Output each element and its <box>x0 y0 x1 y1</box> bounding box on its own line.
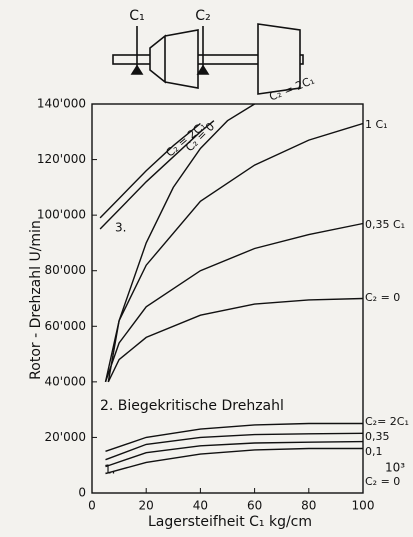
curve <box>105 432 364 461</box>
curve <box>105 422 363 452</box>
annotation: 10³ <box>385 461 405 475</box>
disk <box>257 23 301 95</box>
x-tick-label: 80 <box>301 499 316 513</box>
annotation: 2. Biegekritische Drehzahl <box>100 398 284 414</box>
y-axis-label: Rotor - Drehzahl U/min <box>28 220 44 380</box>
y-tick-label: 80'000 <box>45 263 86 277</box>
annotation: 1. <box>104 463 115 477</box>
curve-label: 0,35 <box>365 430 390 443</box>
curve <box>107 297 364 383</box>
y-tick-label: 40'000 <box>45 374 86 388</box>
x-tick-label: 0 <box>88 499 96 513</box>
y-tick-label: 0 <box>78 486 86 500</box>
curve-label: C₂ = 0 <box>365 291 400 304</box>
diagram-label: C₂ <box>195 8 210 24</box>
curve <box>105 440 364 468</box>
curve-label: C₂ = 0 <box>365 475 400 488</box>
shaft <box>112 54 304 65</box>
x-axis-label: Lagersteifheit C₁ kg/cm <box>148 514 312 530</box>
x-tick-label: 40 <box>193 499 208 513</box>
annotation: 3. <box>115 221 126 235</box>
diagram-label: C₁ <box>129 8 144 24</box>
x-tick-label: 60 <box>247 499 262 513</box>
y-tick-label: 60'000 <box>45 319 86 333</box>
rotor-diagram <box>112 23 304 95</box>
curve <box>99 122 201 219</box>
curve-label: 0,35 C₁ <box>365 218 405 231</box>
disk <box>149 29 199 89</box>
plot-frame <box>91 103 364 494</box>
y-tick-label: 120'000 <box>37 152 86 166</box>
x-tick-label: 100 <box>352 499 375 513</box>
curve-label: 1 C₁ <box>365 118 388 131</box>
y-tick-label: 20'000 <box>45 430 86 444</box>
curve <box>104 222 364 383</box>
curve <box>99 120 215 230</box>
curve <box>107 103 255 383</box>
curve <box>104 122 364 383</box>
y-tick-label: 100'000 <box>37 208 86 222</box>
y-tick-label: 140'000 <box>37 97 86 111</box>
x-tick-label: 20 <box>139 499 154 513</box>
curve-label: 0,1 <box>365 445 383 458</box>
curve-label: C₂= 2C₁ <box>365 415 409 428</box>
curve <box>105 447 363 475</box>
